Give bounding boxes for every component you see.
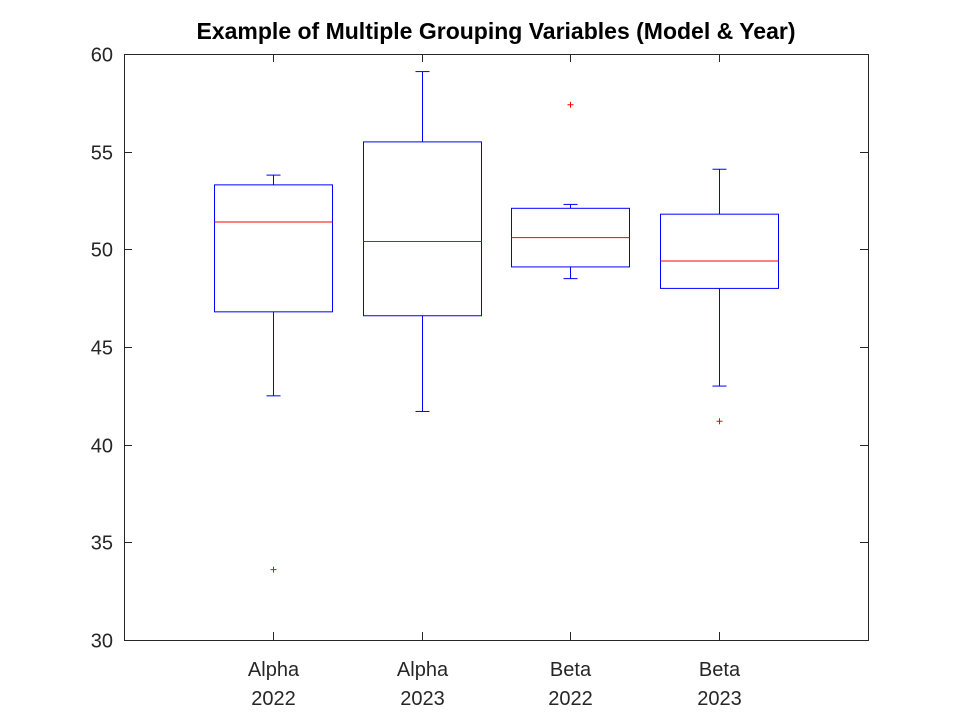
box-iqr <box>363 141 482 317</box>
y-axis: 30 35 40 45 50 55 60 <box>91 45 868 653</box>
y-tick-label: 50 <box>91 240 113 262</box>
x-category-label-line1: Alpha <box>397 659 449 681</box>
box-group <box>363 71 482 412</box>
y-tick-label: 30 <box>91 631 113 653</box>
box-group <box>511 101 630 280</box>
outlier-marker <box>716 418 723 425</box>
y-tick-label: 35 <box>91 533 113 555</box>
box-group <box>214 174 333 573</box>
outlier-marker <box>270 566 277 573</box>
box-groups <box>214 71 779 573</box>
outlier-marker <box>567 101 574 108</box>
y-tick-label: 45 <box>91 338 113 360</box>
box-iqr <box>214 184 333 313</box>
plot-area-frame <box>124 54 869 641</box>
y-tick-label: 60 <box>91 45 113 67</box>
x-category-label-line1: Beta <box>550 659 592 681</box>
box-group <box>660 168 779 425</box>
box-iqr <box>660 213 779 289</box>
chart-title: Example of Multiple Grouping Variables (… <box>197 18 796 44</box>
y-tick-label: 55 <box>91 143 113 165</box>
y-tick-label: 40 <box>91 436 113 458</box>
x-category-label-line2: 2023 <box>697 688 742 710</box>
x-category-label-line1: Beta <box>699 659 741 681</box>
x-category-label-line2: 2023 <box>400 688 445 710</box>
x-category-label-line2: 2022 <box>548 688 593 710</box>
x-axis: Alpha 2022 Alpha 2023 Beta 2022 Beta 2023 <box>248 54 742 710</box>
x-category-label-line1: Alpha <box>248 659 300 681</box>
x-category-label-line2: 2022 <box>251 688 296 710</box>
